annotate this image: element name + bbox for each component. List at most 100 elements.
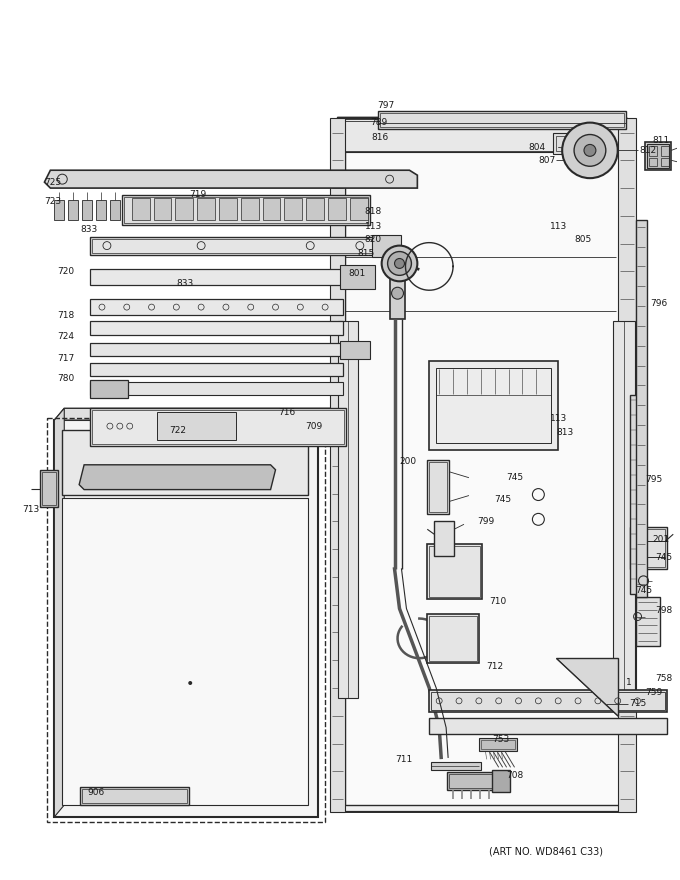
Text: 796: 796 <box>651 298 668 308</box>
Bar <box>345 125 619 805</box>
Text: 753: 753 <box>492 735 509 744</box>
Text: 815: 815 <box>358 249 375 258</box>
Polygon shape <box>556 658 617 715</box>
Text: 200: 200 <box>400 458 417 466</box>
Text: 745: 745 <box>636 586 653 595</box>
Bar <box>41 470 58 508</box>
Bar <box>429 546 480 597</box>
Bar <box>54 200 65 220</box>
Bar <box>328 198 346 220</box>
Polygon shape <box>54 408 65 817</box>
Bar <box>338 321 358 698</box>
Bar <box>449 774 495 788</box>
Bar <box>68 200 78 220</box>
Bar <box>390 279 405 319</box>
Bar <box>82 789 187 803</box>
Text: 804: 804 <box>528 143 545 152</box>
Text: 789: 789 <box>370 118 387 127</box>
Bar <box>338 118 626 152</box>
Text: 906: 906 <box>87 788 104 796</box>
Bar <box>645 143 671 170</box>
Bar <box>481 739 515 750</box>
Bar <box>554 133 583 154</box>
Bar <box>429 462 447 512</box>
Bar <box>175 198 193 220</box>
Bar <box>63 430 308 495</box>
Bar <box>492 770 509 792</box>
Bar <box>636 220 647 597</box>
Bar <box>340 266 375 290</box>
Bar <box>429 361 558 450</box>
Bar <box>350 198 368 220</box>
Polygon shape <box>54 408 330 420</box>
Circle shape <box>388 252 411 275</box>
Text: 812: 812 <box>639 146 657 155</box>
Text: 758: 758 <box>656 673 673 683</box>
Bar <box>431 692 665 710</box>
Text: 813: 813 <box>556 428 573 436</box>
Bar <box>649 158 658 166</box>
Text: 811: 811 <box>652 136 670 145</box>
Bar <box>630 395 638 594</box>
Bar <box>429 615 477 661</box>
Text: 711: 711 <box>396 755 413 764</box>
Text: 780: 780 <box>57 374 75 383</box>
Text: 113: 113 <box>550 414 568 422</box>
Text: 716: 716 <box>279 407 296 417</box>
Bar <box>647 144 669 168</box>
Text: 820: 820 <box>364 235 382 244</box>
Polygon shape <box>44 170 418 188</box>
Text: 797: 797 <box>377 101 395 110</box>
Bar <box>427 544 482 598</box>
Polygon shape <box>332 118 636 812</box>
Bar <box>122 195 370 224</box>
Bar <box>124 197 368 223</box>
Bar <box>556 136 580 151</box>
Circle shape <box>562 122 617 178</box>
Bar <box>90 363 343 376</box>
Bar <box>63 497 308 805</box>
Bar <box>630 527 667 569</box>
Bar <box>197 198 215 220</box>
Circle shape <box>188 681 192 685</box>
Polygon shape <box>54 420 318 817</box>
Text: 724: 724 <box>57 333 74 341</box>
Text: 113: 113 <box>550 223 568 231</box>
Bar <box>435 521 454 556</box>
Text: 805: 805 <box>574 235 592 244</box>
Text: 708: 708 <box>507 771 524 780</box>
Bar <box>372 235 401 256</box>
Text: 712: 712 <box>486 662 503 671</box>
Bar <box>427 613 479 664</box>
Bar <box>284 198 303 220</box>
Bar <box>262 198 280 220</box>
Bar <box>662 158 669 166</box>
Text: 818: 818 <box>364 208 382 216</box>
Bar <box>447 773 496 790</box>
Bar <box>132 198 150 220</box>
Text: 759: 759 <box>645 688 663 698</box>
Bar <box>479 737 517 752</box>
Text: (ART NO. WD8461 C33): (ART NO. WD8461 C33) <box>489 847 602 856</box>
Text: 801: 801 <box>348 269 365 278</box>
Bar <box>636 597 660 646</box>
Circle shape <box>574 135 606 166</box>
Bar <box>90 237 377 254</box>
Bar <box>42 472 56 505</box>
Bar <box>377 111 626 128</box>
Text: 807: 807 <box>539 156 556 165</box>
Text: 833: 833 <box>80 225 97 234</box>
Bar <box>90 269 348 285</box>
Bar <box>429 718 667 734</box>
Bar <box>92 410 344 444</box>
Bar <box>436 368 551 443</box>
Bar <box>96 200 106 220</box>
Text: 833: 833 <box>176 279 194 288</box>
Bar <box>649 146 658 157</box>
Bar <box>427 460 449 515</box>
Text: 719: 719 <box>189 189 207 199</box>
Bar <box>82 200 92 220</box>
Bar <box>154 198 171 220</box>
Text: 816: 816 <box>372 133 389 142</box>
Text: 720: 720 <box>57 267 74 276</box>
